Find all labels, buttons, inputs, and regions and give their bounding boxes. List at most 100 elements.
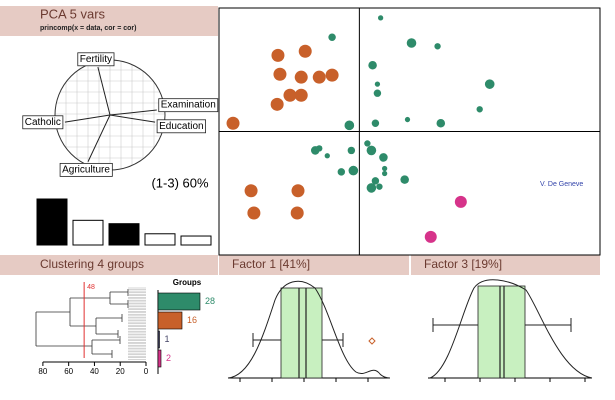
point xyxy=(328,33,336,41)
bar xyxy=(157,292,201,311)
header xyxy=(219,255,409,275)
point xyxy=(381,165,388,172)
point xyxy=(310,146,320,155)
point xyxy=(324,153,330,159)
point xyxy=(291,184,305,198)
point xyxy=(366,145,377,156)
title: PCA 5 vars xyxy=(40,6,106,21)
title: Factor 1 [41%] xyxy=(232,257,310,271)
title: Clustering 4 groups xyxy=(40,257,144,271)
box xyxy=(477,285,526,379)
eigenvalue-bar xyxy=(144,233,176,246)
annotation: V. De Geneve xyxy=(540,181,583,188)
dendrogram xyxy=(35,289,129,358)
point xyxy=(347,146,356,155)
header xyxy=(411,255,600,275)
label-box xyxy=(77,52,115,67)
variable-label: Agriculture xyxy=(62,164,110,175)
point xyxy=(325,68,339,82)
point xyxy=(294,70,308,84)
point xyxy=(406,38,417,48)
variable-label: Fertility xyxy=(80,54,112,65)
point xyxy=(436,119,446,128)
axis-tick xyxy=(239,378,369,382)
x-tick-label: 0 xyxy=(144,367,149,376)
point xyxy=(381,170,388,177)
bar xyxy=(157,311,183,330)
median xyxy=(298,288,307,378)
cut-label: 48 xyxy=(87,284,95,291)
point xyxy=(404,116,411,123)
eigenvalue-bar xyxy=(36,198,68,246)
point xyxy=(312,70,326,84)
point xyxy=(371,177,380,185)
point xyxy=(424,230,437,243)
point xyxy=(454,195,467,208)
eigenvalue-bar xyxy=(108,223,140,246)
eigenvalue-bar xyxy=(180,235,212,246)
whisker xyxy=(432,318,572,332)
loading-arrow xyxy=(64,114,111,123)
density-curve xyxy=(227,280,391,379)
point xyxy=(368,60,377,70)
point xyxy=(271,48,285,62)
point xyxy=(476,106,483,113)
point xyxy=(377,15,384,21)
label-box xyxy=(156,119,206,134)
x-tick-label: 20 xyxy=(116,367,125,376)
point xyxy=(484,79,495,89)
point xyxy=(364,140,371,147)
point xyxy=(298,44,312,58)
loading-arrow xyxy=(97,67,111,116)
bar xyxy=(157,349,162,368)
value-label: 28 xyxy=(205,296,215,306)
point xyxy=(348,165,359,176)
point xyxy=(226,116,240,130)
whisker xyxy=(252,333,344,347)
point xyxy=(374,81,381,87)
point xyxy=(373,89,382,97)
value-label: 1 xyxy=(165,334,170,344)
point xyxy=(434,43,441,50)
variable-label: Education xyxy=(159,121,203,132)
bar xyxy=(157,330,160,349)
axis-tick xyxy=(444,378,586,382)
x-tick-label: 40 xyxy=(90,367,99,376)
label-box xyxy=(22,115,64,130)
point xyxy=(247,206,261,220)
title: Factor 3 [19%] xyxy=(424,257,502,271)
point xyxy=(400,175,409,184)
point xyxy=(371,119,380,127)
point xyxy=(337,168,346,176)
header xyxy=(0,255,218,275)
loading-arrow xyxy=(109,114,156,123)
variable-label: Catholic xyxy=(25,117,61,128)
subtitle: princomp(x = data, cor = cor) xyxy=(40,25,136,32)
loading-arrow xyxy=(87,114,111,162)
point xyxy=(244,184,258,198)
value-label: 16 xyxy=(187,315,197,325)
density-curve xyxy=(429,279,593,379)
point xyxy=(283,88,297,102)
label-box xyxy=(59,162,113,177)
median xyxy=(499,286,505,378)
loading-arrow xyxy=(109,109,157,116)
x-tick-label: 80 xyxy=(38,367,47,376)
point xyxy=(270,97,284,111)
label-box xyxy=(158,98,219,113)
annotation: (1-3) 60% xyxy=(151,175,209,190)
point xyxy=(376,183,383,190)
point xyxy=(273,67,287,81)
value-label: 2 xyxy=(166,353,171,363)
dendrogram-leaves xyxy=(128,287,146,360)
outlier xyxy=(368,337,376,345)
point xyxy=(344,120,355,131)
groups-title: Groups xyxy=(173,278,202,287)
point xyxy=(366,183,377,193)
variable-label: Examination xyxy=(161,100,216,111)
box xyxy=(280,287,323,379)
header xyxy=(0,6,218,36)
point xyxy=(290,206,304,220)
point xyxy=(379,153,388,162)
